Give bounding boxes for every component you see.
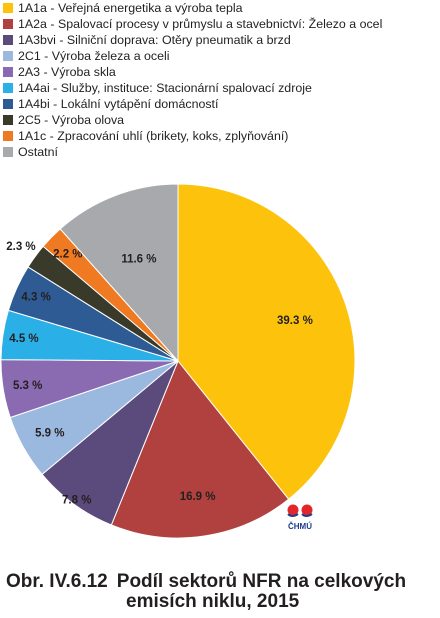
- logo-circle-left: [287, 504, 299, 516]
- legend-label: 1A2a - Spalovací procesy v průmyslu a st…: [18, 17, 383, 31]
- legend-swatch: [3, 99, 13, 109]
- slice-value-label: 5.9 %: [35, 428, 64, 440]
- legend-label: 1A1a - Veřejná energetika a výroba tepla: [18, 1, 243, 15]
- slice-value-label: 16.9 %: [180, 491, 216, 503]
- legend-item: 2C1 - Výroba železa a oceli: [3, 48, 382, 64]
- legend-swatch: [3, 67, 13, 77]
- slice-value-label: 5.3 %: [13, 380, 42, 392]
- caption-line-2: emisích niklu, 2015: [126, 591, 300, 612]
- legend-label: 1A3bvi - Silniční doprava: Otěry pneumat…: [18, 33, 291, 47]
- legend-item: 1A4ai - Služby, instituce: Stacionární s…: [3, 80, 382, 96]
- slice-value-label: 11.6 %: [121, 253, 156, 265]
- legend-label: Ostatní: [18, 145, 58, 159]
- figure-caption: Obr. IV.6.12 Podíl sektorů NFR na celkový…: [6, 572, 440, 612]
- pie-slice: [59, 183, 179, 363]
- legend-item: 2C5 - Výroba olova: [3, 112, 382, 128]
- legend-label: 1A4bi - Lokální vytápění domácností: [18, 97, 219, 111]
- legend-swatch: [3, 51, 13, 61]
- legend-swatch: [3, 19, 13, 29]
- caption-number: Obr. IV.6.12: [6, 571, 108, 592]
- legend-label: 1A4ai - Služby, instituce: Stacionární s…: [18, 81, 312, 95]
- pie-slice: [177, 183, 356, 500]
- caption-line-1: Podíl sektorů NFR na celkových: [116, 571, 407, 592]
- legend: 1A1a - Veřejná energetika a výroba tepla…: [3, 0, 382, 160]
- legend-item: 1A1c - Zpracování uhlí (brikety, koks, z…: [3, 128, 382, 144]
- pie-slice: [110, 360, 290, 539]
- legend-swatch: [3, 35, 13, 45]
- logo-text: ČHMÚ: [288, 522, 312, 531]
- legend-item: 2A3 - Výroba skla: [3, 64, 382, 80]
- legend-swatch: [3, 3, 13, 13]
- legend-swatch: [3, 147, 13, 157]
- slice-value-label: 4.3 %: [21, 292, 50, 304]
- legend-label: 2A3 - Výroba skla: [18, 65, 116, 79]
- legend-item: 1A1a - Veřejná energetika a výroba tepla: [3, 0, 382, 16]
- legend-label: 1A1c - Zpracování uhlí (brikety, koks, z…: [18, 129, 289, 143]
- legend-item: 1A4bi - Lokální vytápění domácností: [3, 96, 382, 112]
- chmu-logo: ČHMÚ: [284, 502, 318, 532]
- slice-value-label: 7.8 %: [62, 495, 91, 507]
- legend-item: 1A2a - Spalovací procesy v průmyslu a st…: [3, 16, 382, 32]
- logo-wave-right: [301, 513, 313, 517]
- legend-label: 2C1 - Výroba železa a oceli: [18, 49, 170, 63]
- legend-swatch: [3, 115, 13, 125]
- legend-item: Ostatní: [3, 144, 382, 160]
- slice-value-label: 2.2 %: [53, 248, 82, 260]
- legend-label: 2C5 - Výroba olova: [18, 113, 125, 127]
- slice-value-label: 4.5 %: [9, 333, 38, 345]
- slice-value-label: 2.3 %: [6, 241, 35, 253]
- legend-swatch: [3, 83, 13, 93]
- slice-value-label: 39.3 %: [277, 315, 313, 327]
- legend-item: 1A3bvi - Silniční doprava: Otěry pneumat…: [3, 32, 382, 48]
- logo-circle-right: [301, 504, 313, 516]
- legend-swatch: [3, 131, 13, 141]
- pie-chart: 39.3 % 16.9 % 7.8 % 5.9 % 5.3 % 4.5 % 4.3 % 2.3…: [0, 183, 356, 539]
- logo-wave-left: [287, 513, 299, 517]
